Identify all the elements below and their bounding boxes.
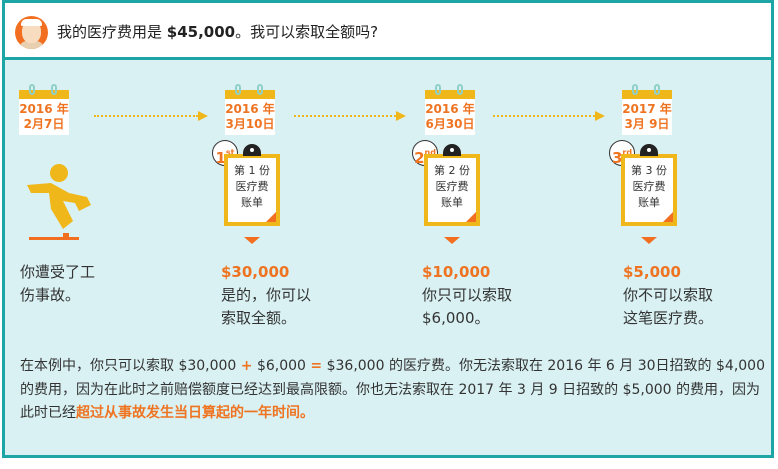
badge-number: 2 (414, 149, 425, 167)
date-day: 3月10日 (225, 117, 275, 131)
bill-label: 医疗费 (632, 180, 666, 193)
desc-line: 你遭受了工 (20, 263, 96, 281)
question-amount: $45,000 (166, 23, 236, 41)
summary-highlight: 超过从事故发生当日算起的一年时间。 (76, 405, 314, 421)
event-description: $10,000 你只可以索取 $6,000。 (422, 261, 512, 330)
bill-label: 账单 (638, 196, 660, 209)
badge-number: 1 (215, 149, 226, 167)
summary-paragraph: 在本例中，你只可以索取 $30,000 + $6,000 = $36,000 的… (20, 355, 770, 426)
bill-amount: $30,000 (221, 263, 290, 281)
date-year: 2016 年 (19, 102, 69, 116)
date-day: 6月30日 (425, 117, 475, 131)
arrow-right-icon (294, 111, 406, 121)
desc-line: 这笔医疗费。 (623, 309, 714, 327)
desc-line: 你只可以索取 (422, 286, 513, 304)
date-year: 2016 年 (425, 102, 475, 116)
bill-clipboard-icon: 第 3 份医疗费账单 (621, 144, 677, 226)
desc-line: 索取全额。 (221, 309, 297, 327)
event-description: $5,000 你不可以索取 这笔医疗费。 (623, 261, 713, 330)
calendar-icon: 2016 年 2月7日 (19, 84, 69, 135)
date-year: 2017 年 (622, 102, 672, 116)
bill-label: 医疗费 (435, 180, 469, 193)
bill-amount: $10,000 (422, 263, 491, 281)
bill-label: 第 3 份 (631, 164, 667, 177)
bill-label: 医疗费 (235, 180, 269, 193)
badge-suffix: rd (622, 148, 633, 157)
question-prefix: 我的医疗费用是 (57, 23, 167, 41)
info-panel: 我的医疗费用是 $45,000。我可以索取全额吗? 2016 年 2月7日 201… (2, 0, 774, 458)
date-year: 2016 年 (225, 102, 275, 116)
event-description: 你遭受了工 伤事故。 (20, 261, 95, 307)
down-triangle-icon (444, 237, 460, 244)
bill-label: 账单 (241, 196, 263, 209)
equals-sign: = (310, 358, 323, 374)
question-header: 我的医疗费用是 $45,000。我可以索取全额吗? (5, 3, 771, 60)
desc-line: 是的，你可以 (221, 286, 312, 304)
avatar-icon (15, 16, 48, 49)
desc-line: 你不可以索取 (623, 286, 714, 304)
event-description: $30,000 是的，你可以 索取全额。 (221, 261, 311, 330)
bill-label: 第 2 份 (434, 164, 470, 177)
bill-clipboard-icon: 第 2 份医疗费账单 (424, 144, 480, 226)
arrow-right-icon (493, 111, 605, 121)
question-text: 我的医疗费用是 $45,000。我可以索取全额吗? (57, 21, 378, 42)
desc-line: $6,000。 (422, 309, 490, 327)
badge-number: 3 (611, 149, 623, 167)
bill-clipboard-icon: 第 1 份医疗费账单 (224, 144, 280, 226)
down-triangle-icon (641, 237, 657, 244)
desc-line: 伤事故。 (20, 286, 81, 304)
badge-suffix: nd (424, 148, 436, 157)
date-day: 3月 9日 (624, 117, 670, 131)
summary-text: $6,000 (252, 358, 311, 374)
bill-label: 账单 (441, 196, 463, 209)
down-triangle-icon (244, 237, 260, 244)
badge-suffix: st (225, 148, 235, 157)
plus-sign: + (240, 358, 253, 374)
summary-text: $36,000 的医疗费。你无法索取在 2016 年 6 月 30日招致的 $4… (20, 358, 765, 421)
calendar-icon: 2017 年 3月 9日 (622, 84, 672, 135)
arrow-right-icon (94, 111, 208, 121)
accident-fall-icon (27, 164, 91, 240)
bill-label: 第 1 份 (234, 164, 270, 177)
summary-text: 在本例中，你只可以索取 $30,000 (20, 358, 241, 374)
calendar-icon: 2016 年 3月10日 (225, 84, 275, 135)
calendar-icon: 2016 年 6月30日 (425, 84, 475, 135)
bill-amount: $5,000 (623, 263, 681, 281)
question-suffix: 。我可以索取全额吗? (235, 23, 379, 41)
date-day: 2月7日 (23, 117, 65, 131)
